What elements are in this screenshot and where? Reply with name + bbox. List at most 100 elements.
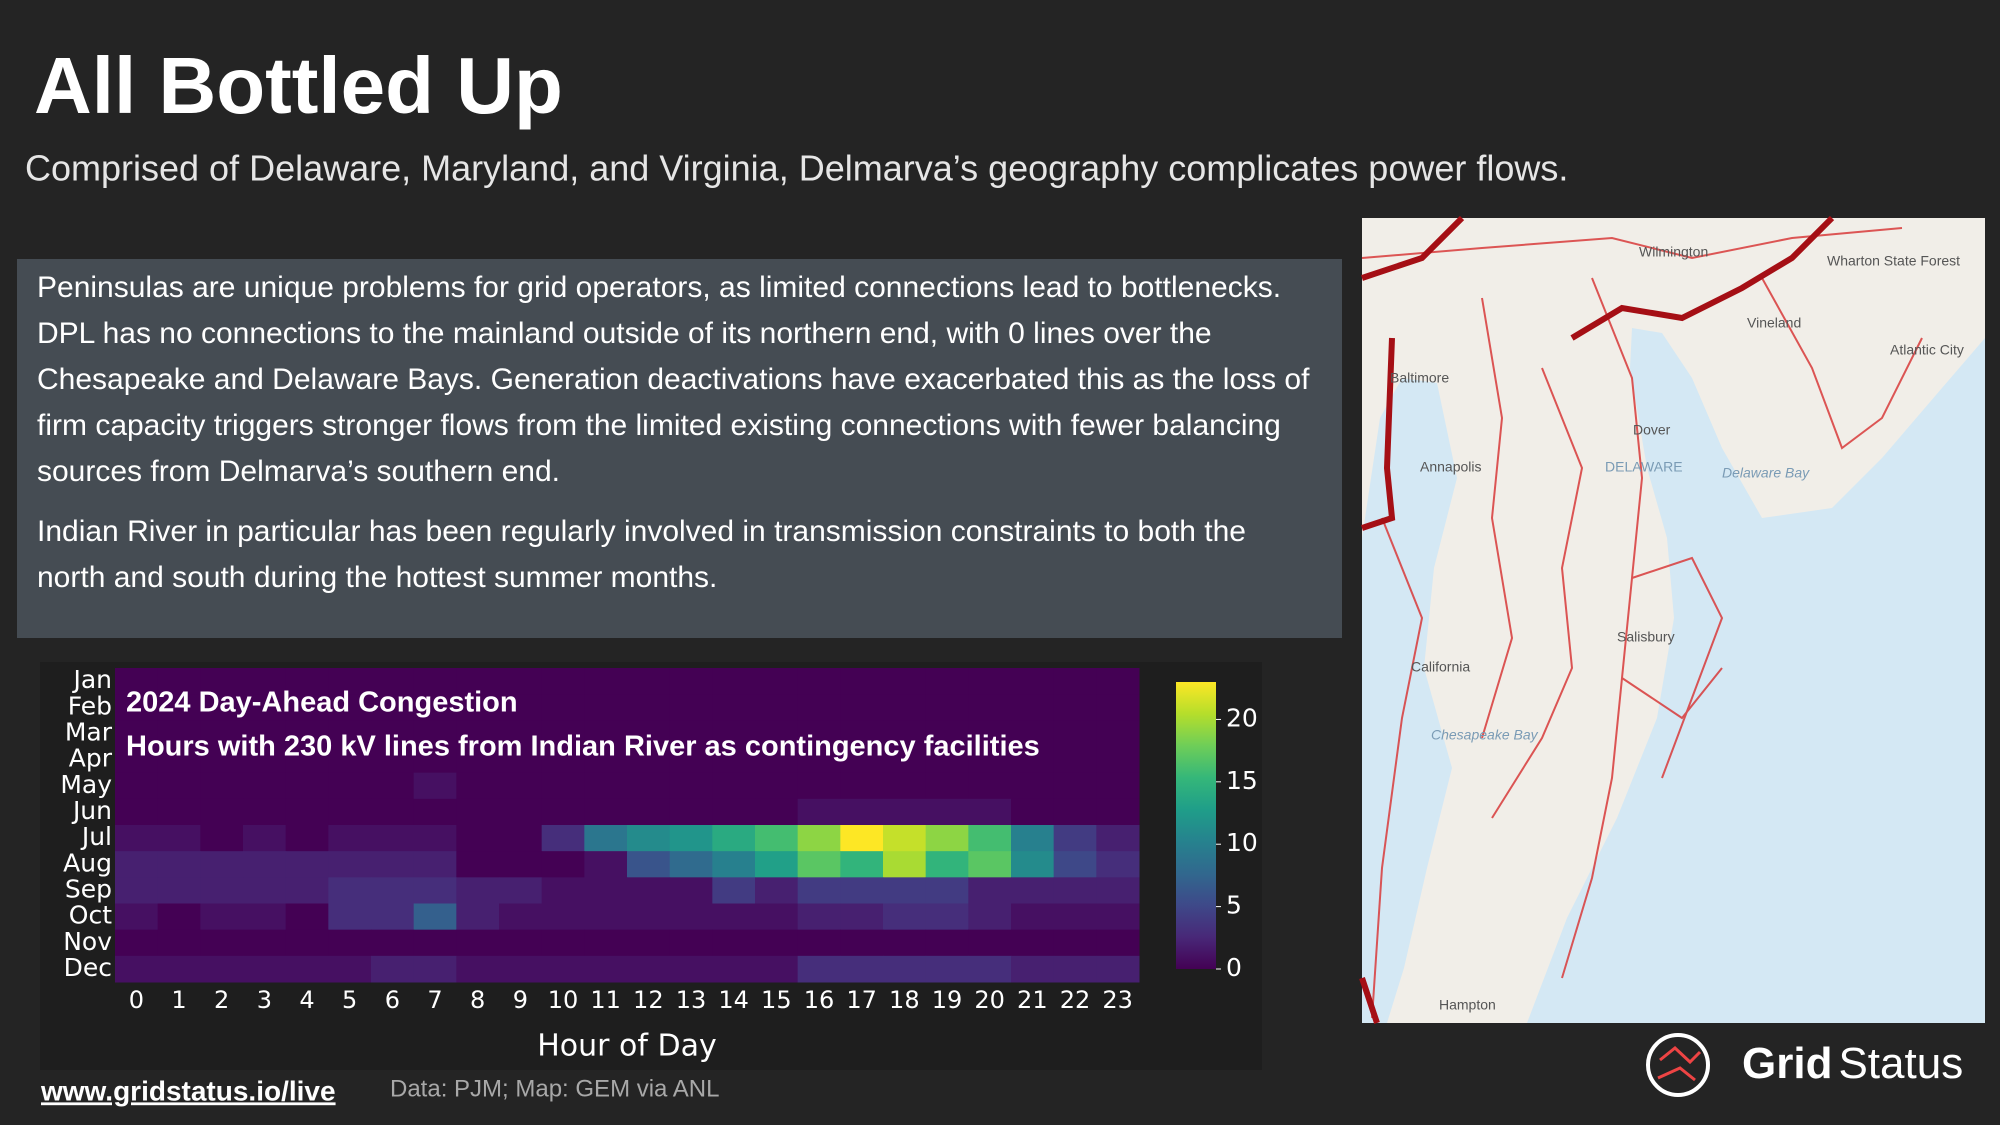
heat-cell <box>285 903 329 931</box>
heat-cell <box>627 825 671 852</box>
heat-cell <box>115 929 159 957</box>
heat-cell <box>883 929 927 957</box>
x-tick-label: 17 <box>846 986 877 1014</box>
heat-cell <box>243 798 287 826</box>
heat-cell <box>1011 720 1055 747</box>
colorbar-tick-label: 20 <box>1226 703 1258 732</box>
heat-cell <box>285 772 329 800</box>
heat-cell <box>968 877 1012 904</box>
heat-cell <box>755 825 799 852</box>
x-tick-label: 2 <box>214 986 229 1014</box>
heat-cell <box>627 955 671 983</box>
heat-cell <box>755 877 799 904</box>
heat-cell <box>541 877 585 904</box>
heat-cell <box>456 772 500 800</box>
heat-cell <box>243 877 287 904</box>
heat-cell <box>1011 694 1055 721</box>
heat-cell <box>541 798 585 826</box>
heat-cell <box>669 798 713 826</box>
heat-cell <box>669 694 713 721</box>
heat-cell <box>712 668 756 695</box>
heat-cell <box>456 903 500 931</box>
heat-cell <box>1011 668 1055 695</box>
heat-cell <box>413 903 457 931</box>
heat-cell <box>712 955 756 983</box>
heat-cell <box>243 694 287 721</box>
heat-cell <box>371 798 415 826</box>
ocean <box>1527 328 1985 1023</box>
heat-cell <box>371 955 415 983</box>
subtitle: Comprised of Delaware, Maryland, and Vir… <box>25 148 1568 189</box>
heat-cell <box>200 798 244 826</box>
heat-cell <box>456 825 500 852</box>
heat-cell <box>584 851 628 878</box>
heat-cell <box>499 929 543 957</box>
heat-cell <box>712 798 756 826</box>
heat-cell <box>499 668 543 695</box>
x-tick-label: 10 <box>548 986 579 1014</box>
heat-cell <box>499 694 543 721</box>
heat-cell <box>669 772 713 800</box>
map-label: Wharton State Forest <box>1827 253 1960 269</box>
heat-cell <box>669 929 713 957</box>
heat-cell <box>285 720 329 747</box>
heat-cell <box>797 798 841 826</box>
heat-cell <box>1096 851 1140 878</box>
chart-subtitle: Hours with 230 kV lines from Indian Rive… <box>126 731 1040 763</box>
footer-link[interactable]: www.gridstatus.io/live <box>40 1075 336 1106</box>
heat-cell <box>499 877 543 904</box>
heat-cell <box>1053 955 1097 983</box>
heat-cell <box>712 903 756 931</box>
chart-title: 2024 Day-Ahead Congestion <box>126 687 518 719</box>
heat-cell <box>797 772 841 800</box>
map-label: Dover <box>1633 422 1671 438</box>
heat-cell <box>669 825 713 852</box>
heat-cell <box>968 955 1012 983</box>
heat-cell <box>243 668 287 695</box>
heat-cell <box>285 825 329 852</box>
heat-cell <box>115 746 159 774</box>
heat-cell <box>712 825 756 852</box>
heat-cell <box>797 694 841 721</box>
heat-cell <box>925 798 969 826</box>
x-tick-label: 3 <box>257 986 272 1014</box>
heat-cell <box>712 694 756 721</box>
heat-cell <box>456 798 500 826</box>
y-tick-label: Oct <box>69 901 112 930</box>
heat-cell <box>413 877 457 904</box>
heat-cell <box>1053 851 1097 878</box>
x-tick-label: 20 <box>974 986 1005 1014</box>
heat-cell <box>1096 825 1140 852</box>
heat-cell <box>755 668 799 695</box>
heat-cell <box>840 668 884 695</box>
logo: Grid Status <box>1742 1039 1963 1088</box>
heat-cell <box>1053 694 1097 721</box>
heat-cell <box>1096 798 1140 826</box>
heat-cell <box>328 955 372 983</box>
heat-cell <box>755 798 799 826</box>
heat-cell <box>883 772 927 800</box>
x-tick-label: 21 <box>1017 986 1048 1014</box>
heat-cell <box>243 903 287 931</box>
x-tick-label: 1 <box>171 986 186 1014</box>
map-label: Chesapeake Bay <box>1431 727 1539 743</box>
heat-cell <box>328 929 372 957</box>
heat-cell <box>1011 825 1055 852</box>
heat-cell <box>584 825 628 852</box>
heat-cell <box>669 668 713 695</box>
heat-cell <box>1096 929 1140 957</box>
source-note: Data: PJM; Map: GEM via ANL <box>390 1075 719 1102</box>
heat-cell <box>499 772 543 800</box>
heat-cell <box>157 668 201 695</box>
heat-cell <box>115 851 159 878</box>
map-label: California <box>1411 659 1470 675</box>
heat-cell <box>541 694 585 721</box>
heat-cell <box>541 851 585 878</box>
y-tick-label: Feb <box>68 691 112 720</box>
heat-cell <box>797 955 841 983</box>
x-tick-label: 7 <box>427 986 442 1014</box>
x-tick-label: 14 <box>718 986 749 1014</box>
heat-cell <box>840 694 884 721</box>
heat-cell <box>755 772 799 800</box>
